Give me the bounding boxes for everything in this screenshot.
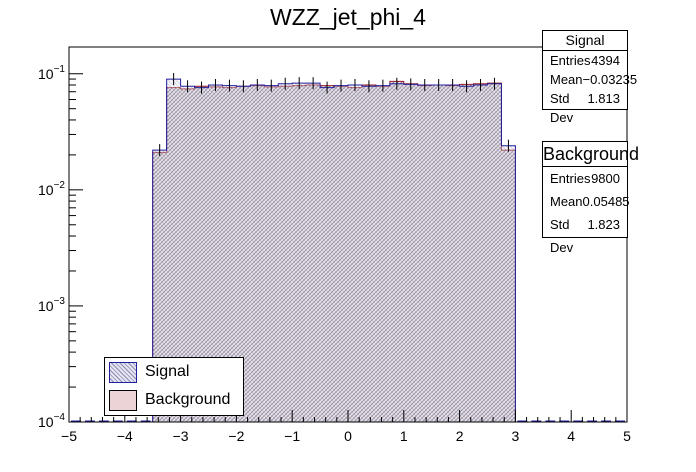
signal-bar bbox=[264, 85, 279, 422]
entries-label: Entries bbox=[550, 171, 591, 186]
x-tick-label: 3 bbox=[512, 428, 520, 444]
x-tick-label: −2 bbox=[228, 428, 244, 444]
signal-bar bbox=[487, 83, 502, 423]
y-tick-label: 10−1 bbox=[38, 64, 65, 82]
signal-bar bbox=[334, 85, 348, 422]
legend-item-background: Background bbox=[105, 386, 243, 414]
signal-bar bbox=[306, 83, 321, 423]
signal-bar bbox=[473, 85, 488, 422]
entries-label: Entries bbox=[550, 53, 591, 68]
mean-label: Mean bbox=[550, 72, 583, 87]
signal-bar bbox=[208, 85, 223, 422]
background-stats-entries: Entries 9800 bbox=[543, 167, 627, 190]
y-axis: 10−1 10−2 10−3 10−4 bbox=[38, 64, 83, 430]
y-tick-label: 10−4 bbox=[38, 412, 65, 430]
signal-bar bbox=[501, 145, 516, 422]
legend-label-signal: Signal bbox=[145, 363, 190, 380]
stddev-value: 1.823 bbox=[587, 217, 620, 232]
x-tick-label: −3 bbox=[173, 428, 189, 444]
signal-error-bars bbox=[71, 73, 625, 422]
stddev-value: 1.813 bbox=[587, 91, 620, 106]
signal-bar bbox=[417, 85, 432, 422]
background-stats-title: Background bbox=[543, 142, 639, 167]
legend-item-signal: Signal bbox=[105, 358, 243, 386]
signal-bar bbox=[445, 85, 460, 422]
signal-stats-entries: Entries 4394 bbox=[543, 51, 627, 70]
signal-bar bbox=[375, 85, 390, 422]
entries-value: 4394 bbox=[591, 53, 620, 68]
signal-bar bbox=[348, 85, 362, 422]
background-stats-mean: Mean 0.05485 bbox=[543, 190, 630, 213]
x-tick-label: 2 bbox=[456, 428, 464, 444]
signal-histogram bbox=[152, 78, 516, 423]
x-tick-label: −4 bbox=[117, 428, 133, 444]
y-tick-label: 10−3 bbox=[38, 296, 65, 314]
x-tick-label: −5 bbox=[61, 428, 77, 444]
x-tick-label: −1 bbox=[284, 428, 300, 444]
signal-bar bbox=[459, 86, 474, 422]
signal-bar bbox=[180, 86, 195, 422]
legend: Signal Background bbox=[104, 357, 244, 416]
signal-bar bbox=[194, 87, 209, 422]
chart-title: WZZ_jet_phi_4 bbox=[270, 4, 426, 30]
signal-bar bbox=[292, 83, 307, 423]
signal-bar bbox=[250, 85, 265, 422]
signal-stats-box: Signal Entries 4394 Mean −0.03235 Std De… bbox=[542, 30, 637, 125]
mean-label: Mean bbox=[550, 194, 583, 209]
signal-bar bbox=[166, 79, 181, 422]
background-stats-stddev: Std Dev 1.823 bbox=[543, 213, 627, 255]
signal-stats-mean: Mean −0.03235 bbox=[543, 70, 637, 89]
signal-bar bbox=[403, 84, 418, 422]
signal-bar bbox=[152, 150, 167, 422]
signal-bar bbox=[431, 85, 446, 422]
x-tick-label: 1 bbox=[400, 428, 408, 444]
mean-value: 0.05485 bbox=[582, 194, 630, 209]
signal-stats-stddev: Std Dev 1.813 bbox=[543, 89, 627, 125]
signal-bar bbox=[389, 83, 404, 423]
background-stats-box: Background Entries 9800 Mean 0.05485 Std… bbox=[542, 141, 639, 255]
signal-bar bbox=[361, 86, 376, 422]
signal-bar bbox=[236, 86, 251, 422]
x-tick-label: 5 bbox=[623, 428, 631, 444]
legend-swatch-background bbox=[109, 389, 137, 411]
legend-swatch-signal bbox=[109, 361, 137, 383]
x-tick-label: 0 bbox=[344, 428, 352, 444]
signal-outline bbox=[152, 78, 516, 422]
signal-bar bbox=[320, 87, 335, 422]
stddev-label: Std Dev bbox=[550, 217, 574, 255]
signal-stats-title: Signal bbox=[543, 31, 627, 51]
mean-value: −0.03235 bbox=[582, 72, 638, 87]
x-axis: −5 −4 −3 −2 −1 0 1 2 3 4 5 bbox=[61, 410, 631, 444]
entries-value: 9800 bbox=[591, 171, 620, 186]
legend-label-background: Background bbox=[145, 391, 231, 408]
signal-bar bbox=[278, 83, 293, 423]
stddev-label: Std Dev bbox=[550, 91, 574, 125]
y-tick-label: 10−2 bbox=[38, 180, 65, 198]
x-tick-label: 4 bbox=[567, 428, 575, 444]
signal-bar bbox=[222, 85, 237, 422]
